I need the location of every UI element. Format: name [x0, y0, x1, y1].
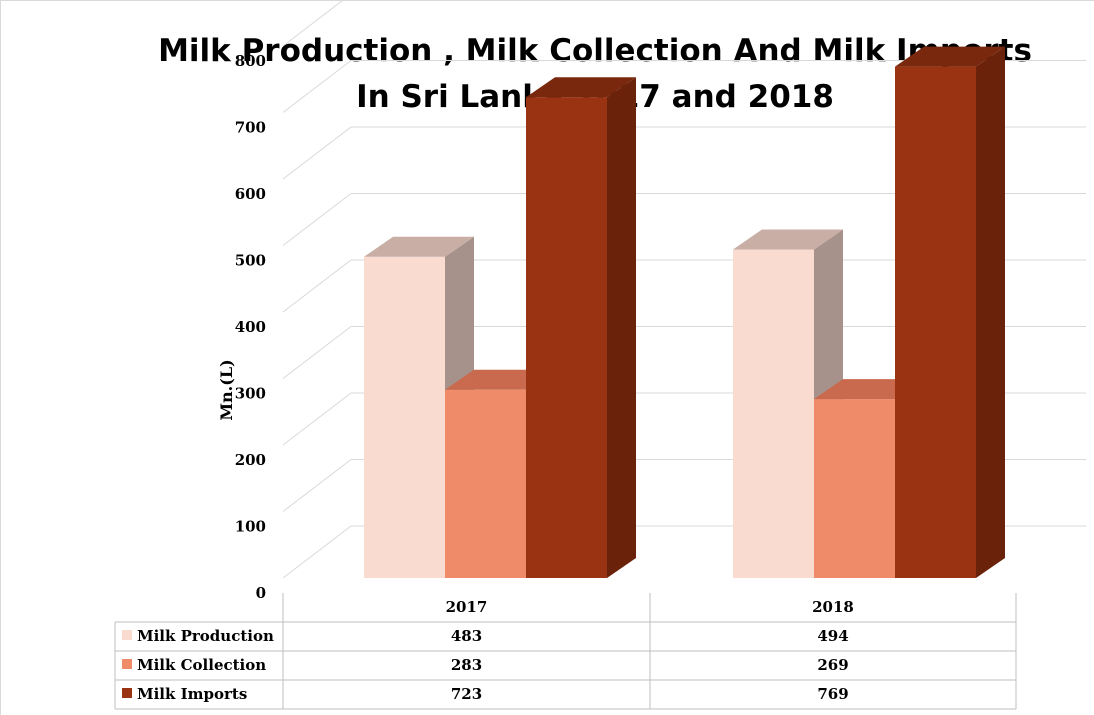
bar-top — [895, 46, 1005, 67]
gridline-diagonal — [282, 0, 344, 47]
chart-title-line-1: Milk Production , Milk Collection And Mi… — [158, 33, 1032, 69]
bar-milk-imports-2018 — [895, 46, 1005, 579]
gridline-diagonal — [282, 259, 352, 313]
legend-swatch — [122, 659, 132, 669]
y-tick-label: 100 — [235, 518, 266, 536]
gridline-diagonal — [282, 126, 352, 180]
data-table: 2017 2018 Milk Production 483 494 Milk Collec… — [114, 593, 1017, 710]
bar-top — [733, 229, 843, 250]
data-label: 723 — [451, 685, 482, 703]
y-tick-label: 400 — [235, 318, 266, 336]
bar-top — [364, 236, 474, 257]
gridline-diagonal — [282, 193, 352, 246]
x-tick-label: 2018 — [812, 598, 854, 616]
x-tick-label: 2017 — [446, 598, 488, 616]
data-label: 483 — [451, 627, 482, 645]
bar-side — [607, 77, 636, 578]
gridline-diagonal — [282, 525, 352, 579]
y-tick-label: 0 — [256, 584, 266, 602]
gridline-diagonal — [282, 60, 352, 113]
y-tick-label: 300 — [235, 385, 266, 403]
y-tick-label: 700 — [235, 119, 266, 137]
bars — [364, 46, 1005, 579]
data-label: 769 — [817, 685, 848, 703]
legend-swatch — [122, 688, 132, 698]
y-tick-label: 800 — [235, 52, 266, 70]
y-tick-label: 600 — [235, 185, 266, 203]
y-tick-label: 200 — [235, 451, 266, 469]
legend-label: Milk Production — [137, 627, 274, 645]
y-tick-label: 500 — [235, 252, 266, 270]
gridline-diagonal — [282, 459, 352, 512]
bar-milk-imports-2017 — [526, 77, 636, 578]
data-label: 269 — [817, 656, 848, 674]
y-axis-label: Mn.(L) — [217, 359, 236, 420]
bar-front — [526, 97, 607, 578]
bar-front — [364, 256, 445, 578]
bar-front — [814, 399, 895, 578]
legend-label: Milk Collection — [137, 656, 266, 674]
data-label: 494 — [817, 627, 848, 645]
bar-front — [895, 66, 976, 579]
legend-label: Milk Imports — [137, 685, 247, 703]
gridline-diagonal — [282, 326, 352, 379]
bar-side — [976, 46, 1005, 579]
gridline-diagonal — [282, 392, 352, 446]
y-axis-ticks: 0 100 200 300 400 500 600 700 800 — [235, 52, 266, 602]
data-label: 283 — [451, 656, 482, 674]
legend-swatch — [122, 630, 132, 640]
bar-front — [733, 249, 814, 579]
bar-top — [526, 77, 636, 98]
bar-front — [445, 389, 526, 578]
